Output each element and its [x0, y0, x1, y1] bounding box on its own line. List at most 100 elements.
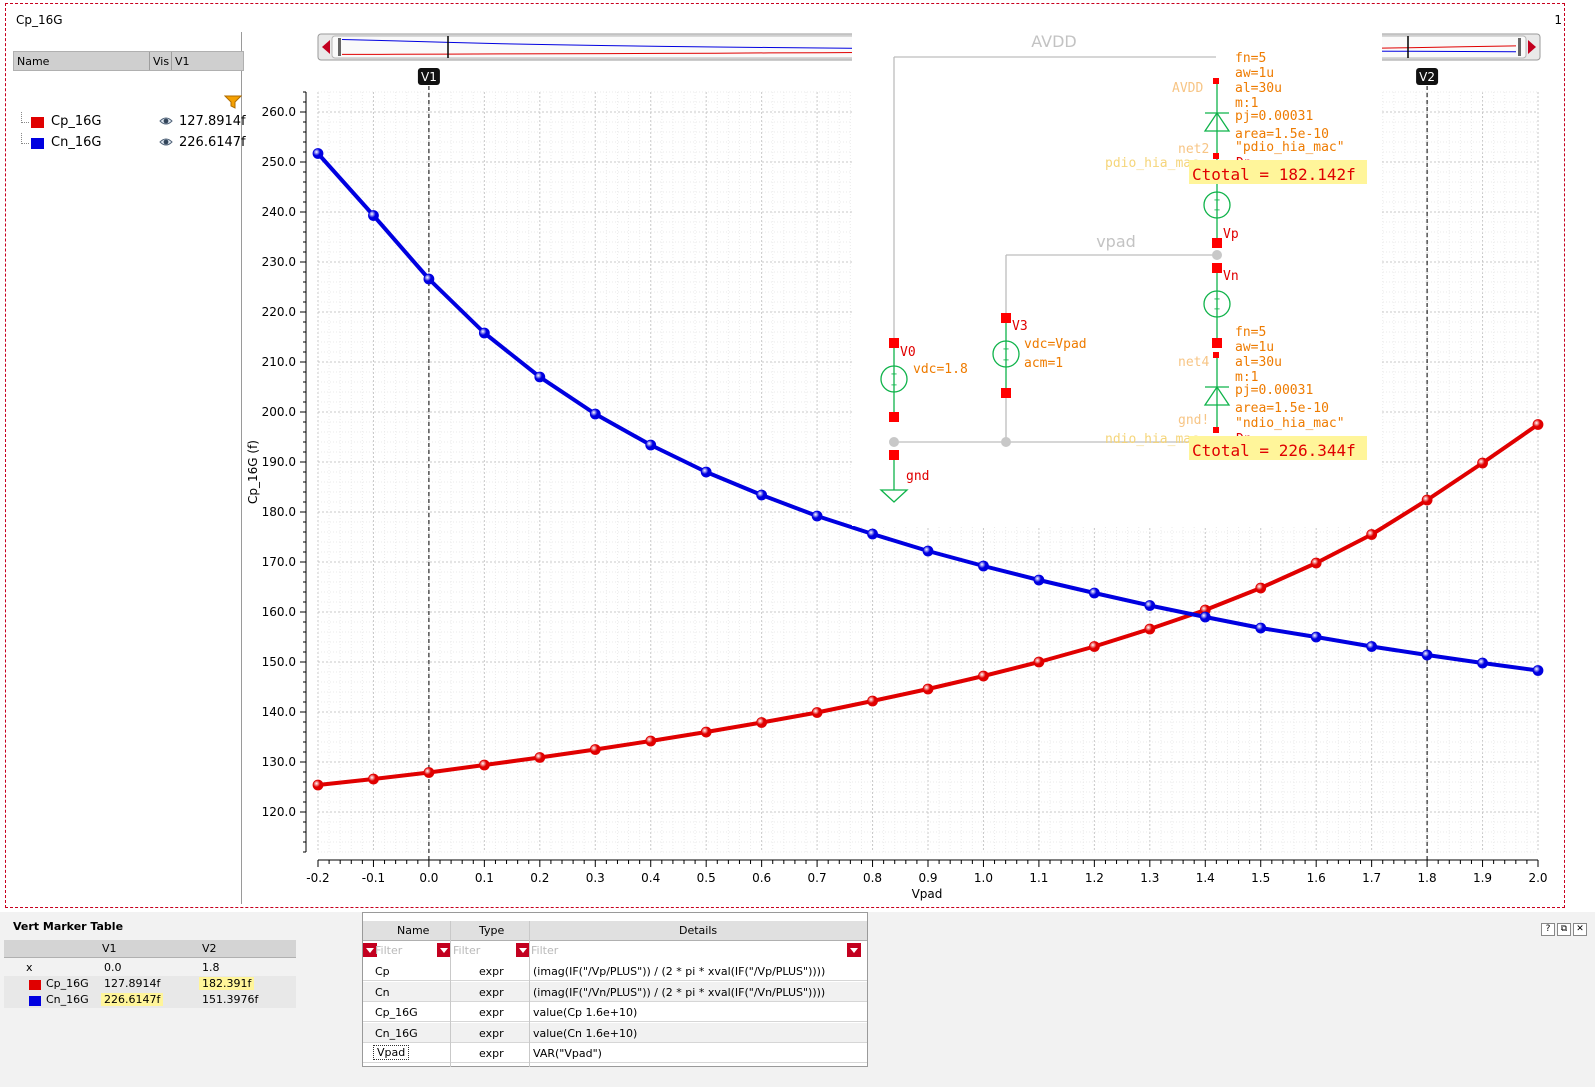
- vertical-markers[interactable]: V1 V2: [417, 68, 1439, 860]
- data-point[interactable]: [756, 489, 768, 501]
- data-point[interactable]: [1144, 623, 1156, 635]
- expr-header-type[interactable]: Type: [479, 924, 505, 937]
- filter-dropdown-button[interactable]: [847, 943, 861, 957]
- vmt-row-cn16g[interactable]: Cn_16G 226.6147f 151.3976f: [4, 992, 296, 1008]
- data-point[interactable]: [423, 767, 435, 778]
- data-point[interactable]: [811, 707, 823, 718]
- help-icon[interactable]: ?: [1541, 923, 1555, 936]
- y-tick-label: 190.0: [262, 455, 296, 469]
- data-point[interactable]: [1033, 656, 1045, 668]
- data-point[interactable]: [1532, 665, 1544, 676]
- legend-item-value: 226.6147f: [179, 135, 246, 150]
- legend-header-v1[interactable]: V1: [175, 55, 190, 68]
- y-tick-label: 200.0: [262, 405, 296, 419]
- data-point[interactable]: [756, 717, 768, 728]
- data-point[interactable]: [478, 327, 490, 339]
- overview-left-arrow[interactable]: [322, 40, 330, 54]
- close-icon[interactable]: ✕: [1573, 923, 1587, 936]
- filter-details-input[interactable]: Filter: [531, 944, 559, 957]
- ndio-param-3: m:1: [1235, 370, 1258, 385]
- v0-param: vdc=1.8: [913, 362, 968, 377]
- eye-icon[interactable]: [159, 135, 173, 149]
- chart[interactable]: 120.0 130.0 140.0 150.0 160.0 170.0 180.0 190.0…: [0, 0, 1595, 910]
- float-icon[interactable]: ⧉: [1557, 923, 1571, 936]
- data-point[interactable]: [589, 408, 601, 420]
- data-point[interactable]: [1366, 529, 1378, 540]
- vmt-header-v1[interactable]: V1: [102, 942, 117, 955]
- data-point[interactable]: [1144, 600, 1156, 611]
- data-point[interactable]: [1310, 631, 1322, 643]
- filter-type-input[interactable]: Filter: [453, 944, 481, 957]
- marker-tag[interactable]: [1416, 68, 1439, 85]
- vmt-header-v2[interactable]: V2: [202, 942, 217, 955]
- legend-header-vis[interactable]: Vis: [153, 55, 170, 68]
- data-point[interactable]: [1199, 611, 1211, 623]
- data-point[interactable]: [1477, 657, 1488, 669]
- y-tick-label: 260.0: [262, 105, 296, 119]
- x-tick-label: 0.9: [918, 871, 937, 885]
- expr-filter-row: Filter Filter Filter: [363, 942, 867, 960]
- svg-text:−: −: [1214, 304, 1220, 315]
- data-point[interactable]: [867, 695, 878, 707]
- data-point[interactable]: [478, 759, 490, 771]
- expr-row[interactable]: Vpad expr VAR("Vpad"): [363, 1043, 867, 1063]
- data-point[interactable]: [1366, 641, 1378, 652]
- expr-row[interactable]: Cn expr (imag(IF("/Vn/PLUS")) / (2 * pi * …: [363, 982, 867, 1002]
- data-point[interactable]: [922, 683, 934, 695]
- data-point[interactable]: [645, 439, 657, 451]
- data-point[interactable]: [700, 466, 712, 478]
- filter-icon[interactable]: [224, 94, 242, 110]
- ndio-param-2: al=30u: [1235, 355, 1282, 370]
- vmt-row-x[interactable]: x 0.0 1.8: [4, 960, 296, 976]
- filter-dropdown-button[interactable]: [437, 943, 451, 957]
- data-point[interactable]: [1255, 582, 1267, 594]
- data-point[interactable]: [1532, 419, 1544, 430]
- marker-tag[interactable]: [417, 68, 440, 85]
- data-point[interactable]: [1477, 457, 1488, 469]
- data-point[interactable]: [922, 545, 934, 557]
- expr-cell-name: Cn: [375, 986, 390, 999]
- data-point[interactable]: [867, 528, 878, 540]
- data-point[interactable]: [312, 779, 324, 791]
- expr-row[interactable]: Cp expr (imag(IF("/Vp/PLUS")) / (2 * pi * …: [363, 961, 867, 981]
- data-point[interactable]: [1310, 557, 1322, 569]
- vmt-row-name: x: [26, 961, 33, 974]
- data-point[interactable]: [700, 726, 712, 738]
- svg-text:+: +: [1003, 344, 1009, 355]
- data-point[interactable]: [978, 560, 989, 572]
- expr-row[interactable]: Cp_16G expr value(Cp 1.6e+10): [363, 1002, 867, 1022]
- data-point[interactable]: [423, 273, 435, 285]
- overview-right-arrow[interactable]: [1528, 40, 1536, 54]
- ndio-net-above: net4: [1178, 355, 1209, 370]
- data-point[interactable]: [811, 510, 823, 522]
- data-point[interactable]: [534, 371, 546, 383]
- expr-row[interactable]: Cn_16G expr value(Cn 1.6e+10): [363, 1023, 867, 1043]
- legend-header-name[interactable]: Name: [17, 55, 50, 68]
- eye-icon[interactable]: [159, 114, 173, 128]
- plot-series[interactable]: [312, 148, 1544, 791]
- data-point[interactable]: [1421, 494, 1433, 506]
- data-point[interactable]: [645, 735, 657, 747]
- data-point[interactable]: [1033, 574, 1045, 586]
- data-point[interactable]: [1255, 622, 1267, 634]
- data-point[interactable]: [1088, 587, 1100, 599]
- data-point[interactable]: [1421, 649, 1433, 661]
- x-tick-label: 0.0: [419, 871, 438, 885]
- data-point[interactable]: [978, 670, 989, 682]
- expr-header-name[interactable]: Name: [397, 924, 430, 937]
- expr-header-details[interactable]: Details: [679, 924, 718, 937]
- ndio-param-1: aw=1u: [1235, 340, 1274, 355]
- data-point[interactable]: [534, 752, 546, 763]
- data-point[interactable]: [312, 148, 324, 159]
- data-point[interactable]: [368, 773, 379, 785]
- data-point[interactable]: [368, 210, 379, 221]
- data-point[interactable]: [589, 744, 601, 755]
- vmt-row-cp16g[interactable]: Cp_16G 127.8914f 182.391f: [4, 976, 296, 992]
- x-tick-label: -0.2: [306, 871, 329, 885]
- plot-axes: 120.0 130.0 140.0 150.0 160.0 170.0 180.0 190.0…: [262, 91, 1548, 885]
- filter-name-input[interactable]: Filter: [375, 944, 403, 957]
- filter-dropdown-button[interactable]: [363, 943, 377, 957]
- filter-dropdown-button[interactable]: [516, 943, 530, 957]
- svg-text:+: +: [891, 369, 897, 380]
- data-point[interactable]: [1088, 641, 1100, 652]
